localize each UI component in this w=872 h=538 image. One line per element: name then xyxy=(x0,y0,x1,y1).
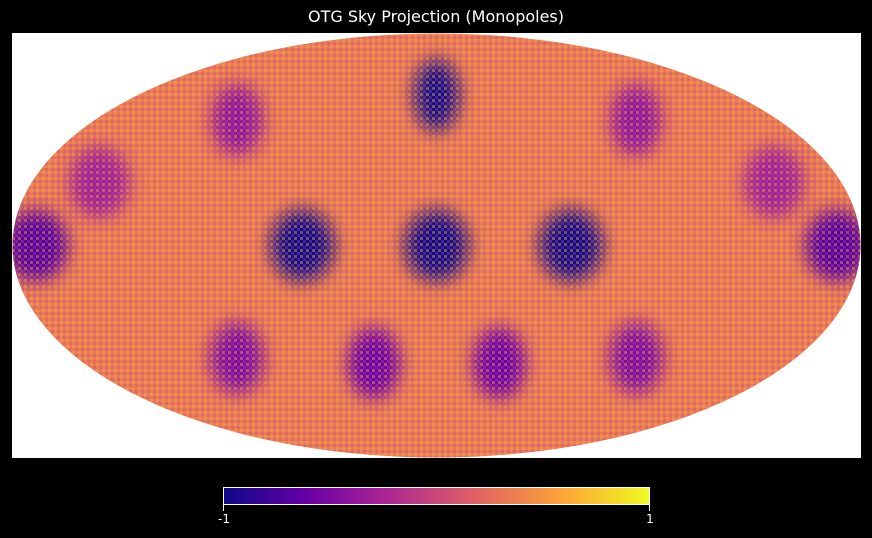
mollweide-sky xyxy=(12,33,861,458)
colorbar-min-tick xyxy=(223,505,224,511)
colorbar xyxy=(223,487,650,505)
chart-title: OTG Sky Projection (Monopoles) xyxy=(307,7,565,26)
map-panel xyxy=(12,33,861,458)
sky-map-svg xyxy=(12,33,861,458)
colorbar-min-label: -1 xyxy=(218,512,230,526)
colorbar-max-tick xyxy=(649,505,650,511)
pixel-texture-overlay xyxy=(12,33,861,458)
colorbar-max-label: 1 xyxy=(646,512,654,526)
